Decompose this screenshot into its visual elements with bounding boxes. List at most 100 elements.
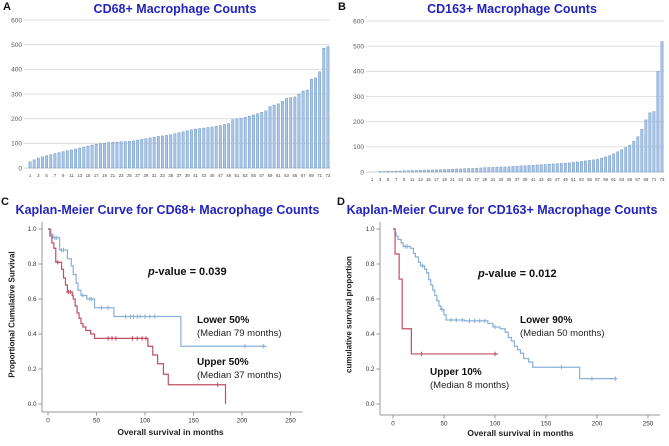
panel-label-c: C	[1, 196, 9, 208]
panel-label-d: D	[337, 196, 345, 208]
svg-text:73: 73	[326, 173, 331, 178]
svg-text:65: 65	[627, 177, 632, 182]
group-median-lower50: (Median 79 months)	[197, 327, 282, 339]
group-median-upper50: (Median 37 months)	[197, 369, 282, 381]
svg-text:61: 61	[276, 173, 281, 178]
svg-text:0.8: 0.8	[366, 261, 375, 268]
svg-text:11: 11	[410, 177, 415, 182]
svg-text:45: 45	[547, 177, 552, 182]
svg-text:51: 51	[235, 173, 240, 178]
y-axis-label-d: cumulative survival proportion	[344, 256, 354, 373]
svg-text:200: 200	[353, 119, 364, 126]
svg-text:7: 7	[395, 177, 398, 182]
svg-text:57: 57	[595, 177, 600, 182]
svg-text:5: 5	[45, 173, 48, 178]
panel-a: A CD68+ Macrophage Counts 0 100 200 300 400 5…	[0, 0, 335, 196]
svg-text:0.2: 0.2	[366, 366, 375, 373]
panel-label-a: A	[3, 1, 11, 13]
svg-text:0: 0	[360, 169, 364, 176]
svg-text:50: 50	[93, 418, 101, 425]
group-median-upper10: (Median 8 months)	[430, 379, 510, 391]
svg-text:47: 47	[218, 173, 223, 178]
km-title-cd163: Kaplan-Meier Curve for CD163+ Macrophage…	[346, 203, 658, 217]
svg-text:59: 59	[603, 177, 608, 182]
svg-text:100: 100	[490, 421, 501, 428]
svg-text:50: 50	[440, 421, 448, 428]
svg-text:0.0: 0.0	[366, 401, 375, 408]
km-chart-cd68: 0.0 0.2 0.4 0.6 0.8 1.0 0 50 100 150 200 250	[28, 222, 303, 425]
svg-text:300: 300	[11, 91, 22, 98]
km-title-cd68: Kaplan-Meier Curve for CD68+ Macrophage …	[15, 203, 320, 217]
svg-text:0: 0	[18, 165, 22, 172]
svg-text:27: 27	[135, 173, 140, 178]
svg-text:1: 1	[29, 173, 32, 178]
svg-text:3: 3	[37, 173, 40, 178]
svg-text:53: 53	[243, 173, 248, 178]
svg-text:0.4: 0.4	[28, 331, 37, 338]
group-name-lower90: Lower 90%	[520, 315, 573, 326]
svg-text:29: 29	[144, 173, 149, 178]
svg-text:9: 9	[62, 173, 65, 178]
svg-text:100: 100	[140, 418, 151, 425]
svg-text:3: 3	[379, 177, 382, 182]
svg-text:17: 17	[94, 173, 99, 178]
svg-text:35: 35	[507, 177, 512, 182]
p-value-text: -value = 0.012	[484, 268, 557, 280]
group-name-upper10: Upper 10%	[430, 367, 482, 378]
svg-text:0.6: 0.6	[366, 296, 375, 303]
p-value-cd163: p-value = 0.012	[478, 268, 557, 280]
svg-text:19: 19	[102, 173, 107, 178]
svg-text:500: 500	[11, 42, 22, 49]
svg-text:19: 19	[442, 177, 447, 182]
svg-text:0: 0	[391, 421, 395, 428]
svg-text:37: 37	[177, 173, 182, 178]
svg-text:29: 29	[482, 177, 487, 182]
svg-text:37: 37	[515, 177, 520, 182]
svg-text:69: 69	[643, 177, 648, 182]
group-label-lower50: Lower 50% (Median 79 months)	[197, 315, 281, 339]
svg-text:65: 65	[292, 173, 297, 178]
svg-text:39: 39	[523, 177, 528, 182]
x-axis-label-d: Overall survival in months	[467, 428, 574, 438]
svg-text:23: 23	[458, 177, 463, 182]
svg-text:13: 13	[77, 173, 82, 178]
svg-text:0: 0	[46, 418, 50, 425]
svg-text:1: 1	[371, 177, 374, 182]
svg-text:49: 49	[563, 177, 568, 182]
chart-title-cd163: CD163+ Macrophage Counts	[427, 2, 597, 16]
group-label-upper50: Upper 50% (Median 37 months)	[197, 357, 281, 381]
svg-text:1.0: 1.0	[366, 226, 375, 233]
svg-text:47: 47	[555, 177, 560, 182]
svg-text:43: 43	[201, 173, 206, 178]
svg-text:400: 400	[11, 67, 22, 74]
y-axis-label-c: Proportional Cumulative Survival	[7, 251, 17, 378]
svg-text:59: 59	[268, 173, 273, 178]
svg-text:400: 400	[353, 69, 364, 76]
svg-text:300: 300	[353, 94, 364, 101]
p-value-text: -value = 0.039	[154, 266, 227, 278]
svg-text:7: 7	[54, 173, 57, 178]
svg-text:600: 600	[353, 18, 364, 25]
svg-text:31: 31	[490, 177, 495, 182]
svg-text:43: 43	[539, 177, 544, 182]
svg-text:15: 15	[86, 173, 91, 178]
svg-text:0.6: 0.6	[28, 296, 37, 303]
svg-text:67: 67	[301, 173, 306, 178]
svg-text:51: 51	[571, 177, 576, 182]
svg-text:31: 31	[152, 173, 157, 178]
svg-text:33: 33	[160, 173, 165, 178]
svg-text:25: 25	[466, 177, 471, 182]
panel-c: C Kaplan-Meier Curve for CD68+ Macrophag…	[0, 196, 335, 446]
group-name-lower50: Lower 50%	[197, 315, 250, 326]
p-symbol: p	[148, 266, 155, 278]
group-name-upper50: Upper 50%	[197, 357, 249, 368]
svg-text:67: 67	[635, 177, 640, 182]
svg-text:45: 45	[210, 173, 215, 178]
svg-text:100: 100	[11, 141, 22, 148]
svg-text:73: 73	[660, 177, 665, 182]
p-symbol: p	[478, 268, 485, 280]
svg-text:0.2: 0.2	[28, 366, 37, 373]
